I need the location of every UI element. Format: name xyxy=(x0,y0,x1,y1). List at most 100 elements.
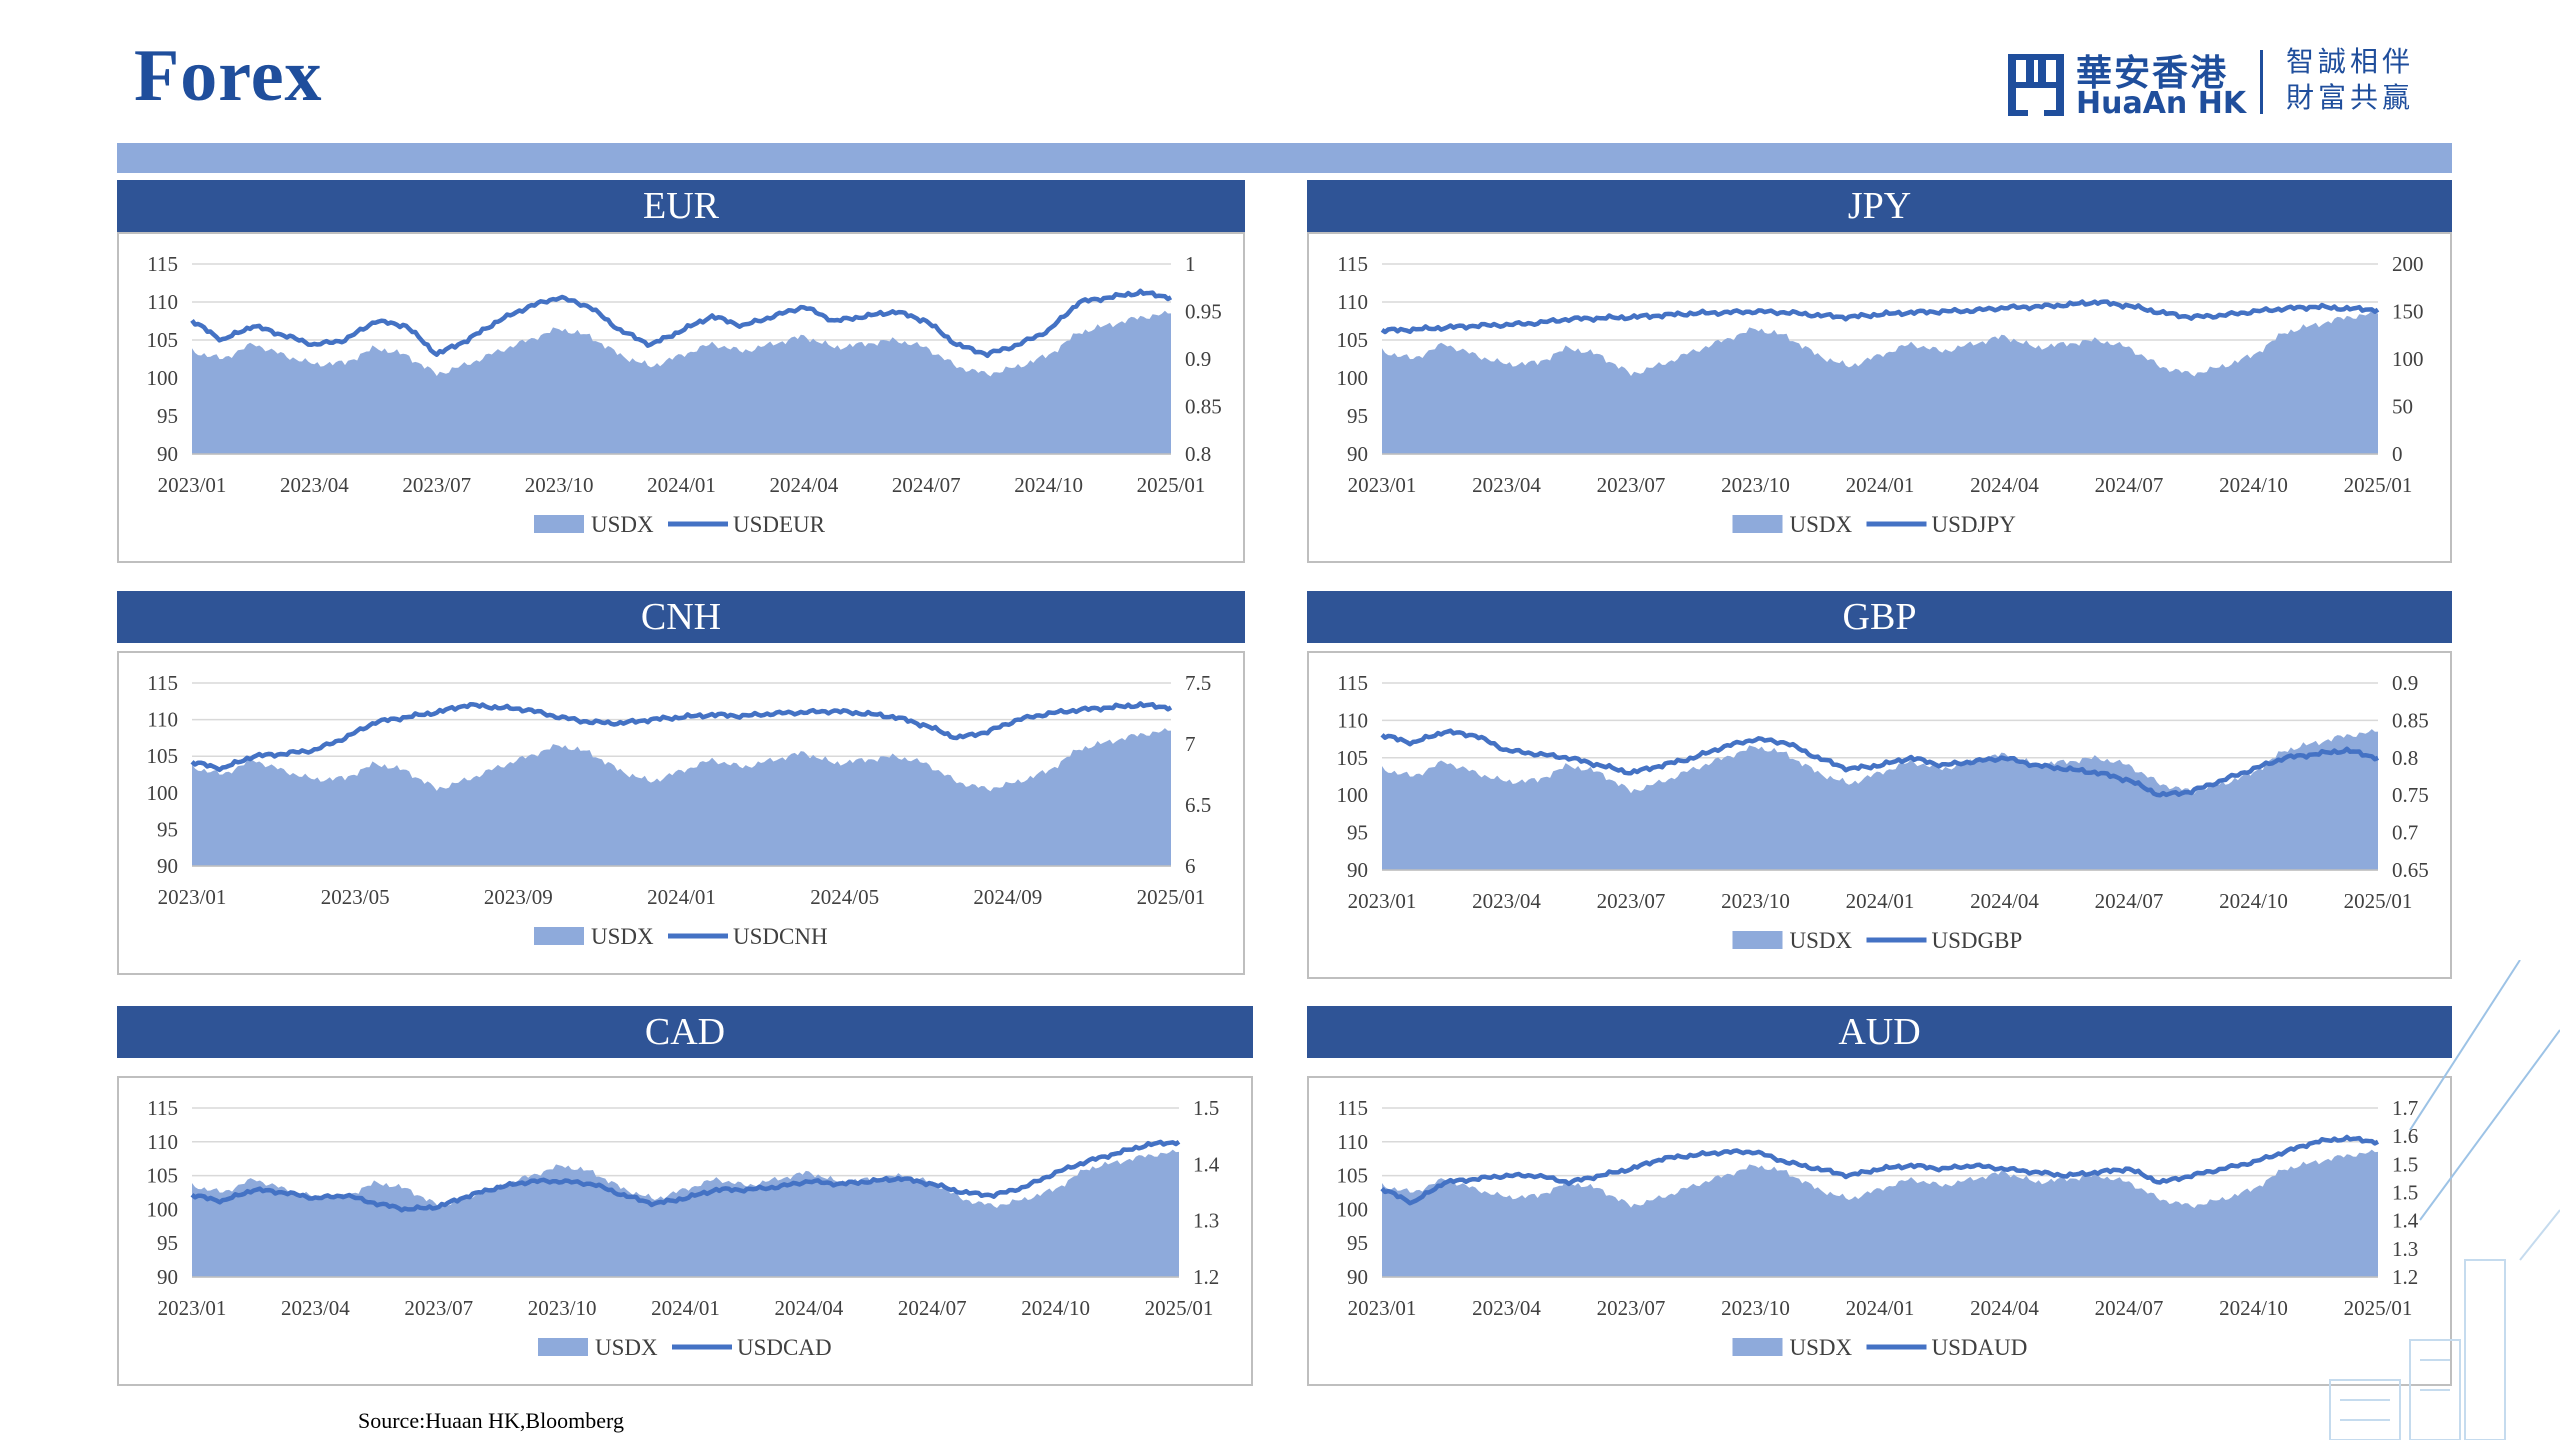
legend-swatch-area xyxy=(538,1338,588,1356)
panel-title-cad: CAD xyxy=(117,1006,1253,1058)
x-tick-label: 2024/07 xyxy=(898,1296,967,1320)
left-tick-label: 100 xyxy=(1337,783,1369,807)
panel-title-jpy: JPY xyxy=(1307,180,2452,232)
left-tick-label: 110 xyxy=(1337,708,1368,732)
legend-label-area: USDX xyxy=(1790,928,1853,953)
series-area-usdx xyxy=(192,310,1171,454)
panel-jpy: JPY 90 95 100 105 110 115 0 50 100 150 200 2023/01 2… xyxy=(1307,180,2452,563)
left-tick-label: 110 xyxy=(1337,290,1368,314)
right-tick-label: 0.85 xyxy=(2392,708,2429,732)
legend-swatch-area xyxy=(1732,931,1783,949)
series-area-usdx xyxy=(1382,1149,2378,1277)
x-tick-label: 2023/10 xyxy=(1721,1296,1790,1320)
x-tick-label: 2024/10 xyxy=(2219,1296,2288,1320)
right-tick-label: 200 xyxy=(2392,252,2424,276)
left-tick-label: 90 xyxy=(157,442,178,466)
left-tick-label: 100 xyxy=(147,781,179,805)
x-tick-label: 2024/07 xyxy=(892,473,961,497)
x-tick-label: 2024/01 xyxy=(1846,889,1915,913)
x-tick-label: 2025/01 xyxy=(1137,885,1206,909)
legend-label-line: USDCAD xyxy=(737,1335,832,1360)
left-tick-label: 95 xyxy=(1347,1231,1368,1255)
legend-swatch-area xyxy=(1732,515,1783,533)
panel-title-cnh: CNH xyxy=(117,591,1245,643)
x-tick-label: 2025/01 xyxy=(2344,889,2413,913)
logo: 華安香港 HuaAn HK 智誠相伴 財富共贏 xyxy=(2004,44,2434,122)
x-tick-label: 2023/01 xyxy=(158,473,227,497)
x-tick-label: 2023/04 xyxy=(1472,889,1541,913)
x-tick-label: 2023/05 xyxy=(321,885,390,909)
left-tick-label: 90 xyxy=(1347,442,1368,466)
legend-label-line: USDEUR xyxy=(733,512,826,537)
x-tick-label: 2023/09 xyxy=(484,885,553,909)
x-tick-label: 2023/07 xyxy=(404,1296,473,1320)
chart-box-jpy: 90 95 100 105 110 115 0 50 100 150 200 2023/01 2023/… xyxy=(1307,232,2452,563)
x-tick-label: 2023/04 xyxy=(1472,1296,1541,1320)
x-tick-label: 2024/01 xyxy=(647,473,716,497)
right-tick-label: 0.8 xyxy=(1185,442,1211,466)
legend-label-area: USDX xyxy=(591,924,654,949)
right-tick-label: 0 xyxy=(2392,442,2403,466)
right-tick-label: 0.7 xyxy=(2392,821,2418,845)
chart-box-cnh: 90 95 100 105 110 115 6 6.5 7 7.5 2023/01 2023/05 20… xyxy=(117,651,1245,975)
x-tick-label: 2024/09 xyxy=(973,885,1042,909)
right-tick-label: 150 xyxy=(2392,300,2424,324)
left-tick-label: 90 xyxy=(157,1265,178,1289)
series-area-usdx xyxy=(1382,310,2378,454)
series-line-usdcad xyxy=(190,1139,1181,1213)
x-tick-label: 2023/10 xyxy=(525,473,594,497)
left-tick-label: 105 xyxy=(147,1164,179,1188)
x-tick-label: 2023/04 xyxy=(1472,473,1541,497)
right-tick-label: 0.95 xyxy=(1185,300,1222,324)
right-tick-label: 6 xyxy=(1185,854,1196,878)
panel-title-eur: EUR xyxy=(117,180,1245,232)
chart-eur: 90 95 100 105 110 115 0.8 0.85 0.9 0.95 1 2023/01 20… xyxy=(147,252,1222,537)
source-note: Source:Huaan HK,Bloomberg xyxy=(358,1408,624,1433)
top-banner-bar xyxy=(117,143,2452,173)
left-tick-label: 115 xyxy=(147,671,178,695)
right-tick-label: 1.6 xyxy=(2392,1124,2418,1148)
x-tick-label: 2024/04 xyxy=(1970,473,2039,497)
right-tick-label: 0.85 xyxy=(1185,395,1222,419)
panel-aud: AUD 90 95 100 105 110 115 1.2 1.3 1.4 1.5 1.5 1.6 1.… xyxy=(1307,1006,2452,1386)
series-line-usdjpy xyxy=(1380,299,2380,335)
legend-label-line: USDJPY xyxy=(1932,512,2017,537)
left-tick-label: 105 xyxy=(1337,328,1369,352)
logo-english: HuaAn HK xyxy=(2076,86,2247,121)
x-tick-label: 2024/04 xyxy=(769,473,838,497)
chart-box-gbp: 90 95 100 105 110 115 0.65 0.7 0.75 0.8 0.85 0.9 202… xyxy=(1307,651,2452,979)
right-tick-label: 0.75 xyxy=(2392,783,2429,807)
chart-gbp: 90 95 100 105 110 115 0.65 0.7 0.75 0.8 0.85 0.9 202… xyxy=(1337,671,2429,953)
x-tick-label: 2024/01 xyxy=(1846,1296,1915,1320)
panel-eur: EUR 90 95 100 105 110 115 0.8 0.85 0.9 0.95 1 2023/… xyxy=(117,180,1245,563)
x-tick-label: 2023/01 xyxy=(1348,889,1417,913)
x-tick-label: 2025/01 xyxy=(2344,473,2413,497)
x-tick-label: 2025/01 xyxy=(2344,1296,2413,1320)
left-tick-label: 105 xyxy=(1337,1164,1369,1188)
series-line-usdcnh xyxy=(190,701,1173,773)
right-tick-label: 1.5 xyxy=(1193,1096,1219,1120)
left-tick-label: 90 xyxy=(1347,1265,1368,1289)
x-tick-label: 2023/10 xyxy=(1721,473,1790,497)
x-tick-label: 2023/04 xyxy=(280,473,349,497)
x-tick-label: 2024/01 xyxy=(647,885,716,909)
right-tick-label: 100 xyxy=(2392,347,2424,371)
x-tick-label: 2024/04 xyxy=(1970,1296,2039,1320)
right-tick-label: 50 xyxy=(2392,395,2413,419)
legend-swatch-area xyxy=(534,927,584,945)
series-area-usdx xyxy=(192,1149,1179,1277)
x-tick-label: 2024/10 xyxy=(1021,1296,1090,1320)
left-tick-label: 100 xyxy=(147,1197,179,1221)
x-tick-label: 2023/07 xyxy=(1597,1296,1666,1320)
x-tick-label: 2024/01 xyxy=(651,1296,720,1320)
left-tick-label: 95 xyxy=(1347,821,1368,845)
legend-label-area: USDX xyxy=(591,512,654,537)
left-tick-label: 115 xyxy=(1337,671,1368,695)
legend-swatch-area xyxy=(1732,1338,1783,1356)
legend-label-area: USDX xyxy=(1790,512,1853,537)
x-tick-label: 2023/01 xyxy=(158,1296,227,1320)
right-tick-label: 7 xyxy=(1185,732,1196,756)
chart-jpy: 90 95 100 105 110 115 0 50 100 150 200 2023/01 2023/… xyxy=(1337,252,2424,537)
x-tick-label: 2024/10 xyxy=(2219,889,2288,913)
panel-title-gbp: GBP xyxy=(1307,591,2452,643)
